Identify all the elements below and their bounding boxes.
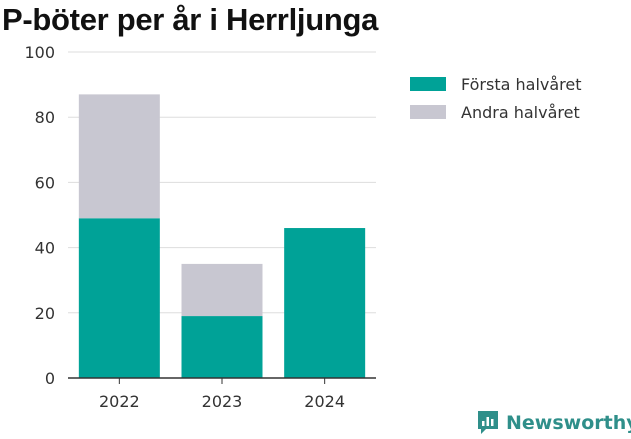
chart-title: P-böter per år i Herrljunga [2, 2, 379, 37]
bar-2022-second-half [78, 94, 160, 219]
y-axis-ticks: 0 20 40 60 80 100 [24, 43, 55, 388]
legend-label-first-half: Första halvåret [461, 74, 582, 94]
legend-swatch-first-half [410, 77, 446, 91]
legend-item-first-half: Första halvåret [410, 70, 582, 98]
newsworthy-logo-icon [478, 411, 498, 434]
brand-name: Newsworthy [506, 412, 631, 434]
y-tick-label: 0 [45, 369, 55, 388]
bar-2023-first-half [181, 316, 263, 378]
y-tick-label: 80 [35, 108, 55, 127]
newsworthy-brand[interactable]: Newsworthy [476, 409, 631, 437]
x-tick-label: 2022 [99, 392, 140, 411]
legend-label-second-half: Andra halvåret [461, 102, 580, 122]
bar-2022-first-half [78, 218, 160, 378]
y-tick-label: 100 [24, 43, 55, 62]
y-tick-label: 20 [35, 304, 55, 323]
x-axis-ticks: 2022 2023 2024 [68, 377, 376, 411]
bar-2023-second-half [181, 263, 263, 317]
bar-2024-first-half [284, 228, 366, 378]
y-tick-label: 60 [35, 173, 55, 192]
y-tick-label: 40 [35, 239, 55, 258]
legend-swatch-second-half [410, 105, 446, 119]
x-tick-label: 2023 [202, 392, 243, 411]
bars [78, 94, 366, 378]
legend-item-second-half: Andra halvåret [410, 98, 582, 126]
x-tick-label: 2024 [304, 392, 345, 411]
legend: Första halvåret Andra halvåret [410, 70, 582, 126]
